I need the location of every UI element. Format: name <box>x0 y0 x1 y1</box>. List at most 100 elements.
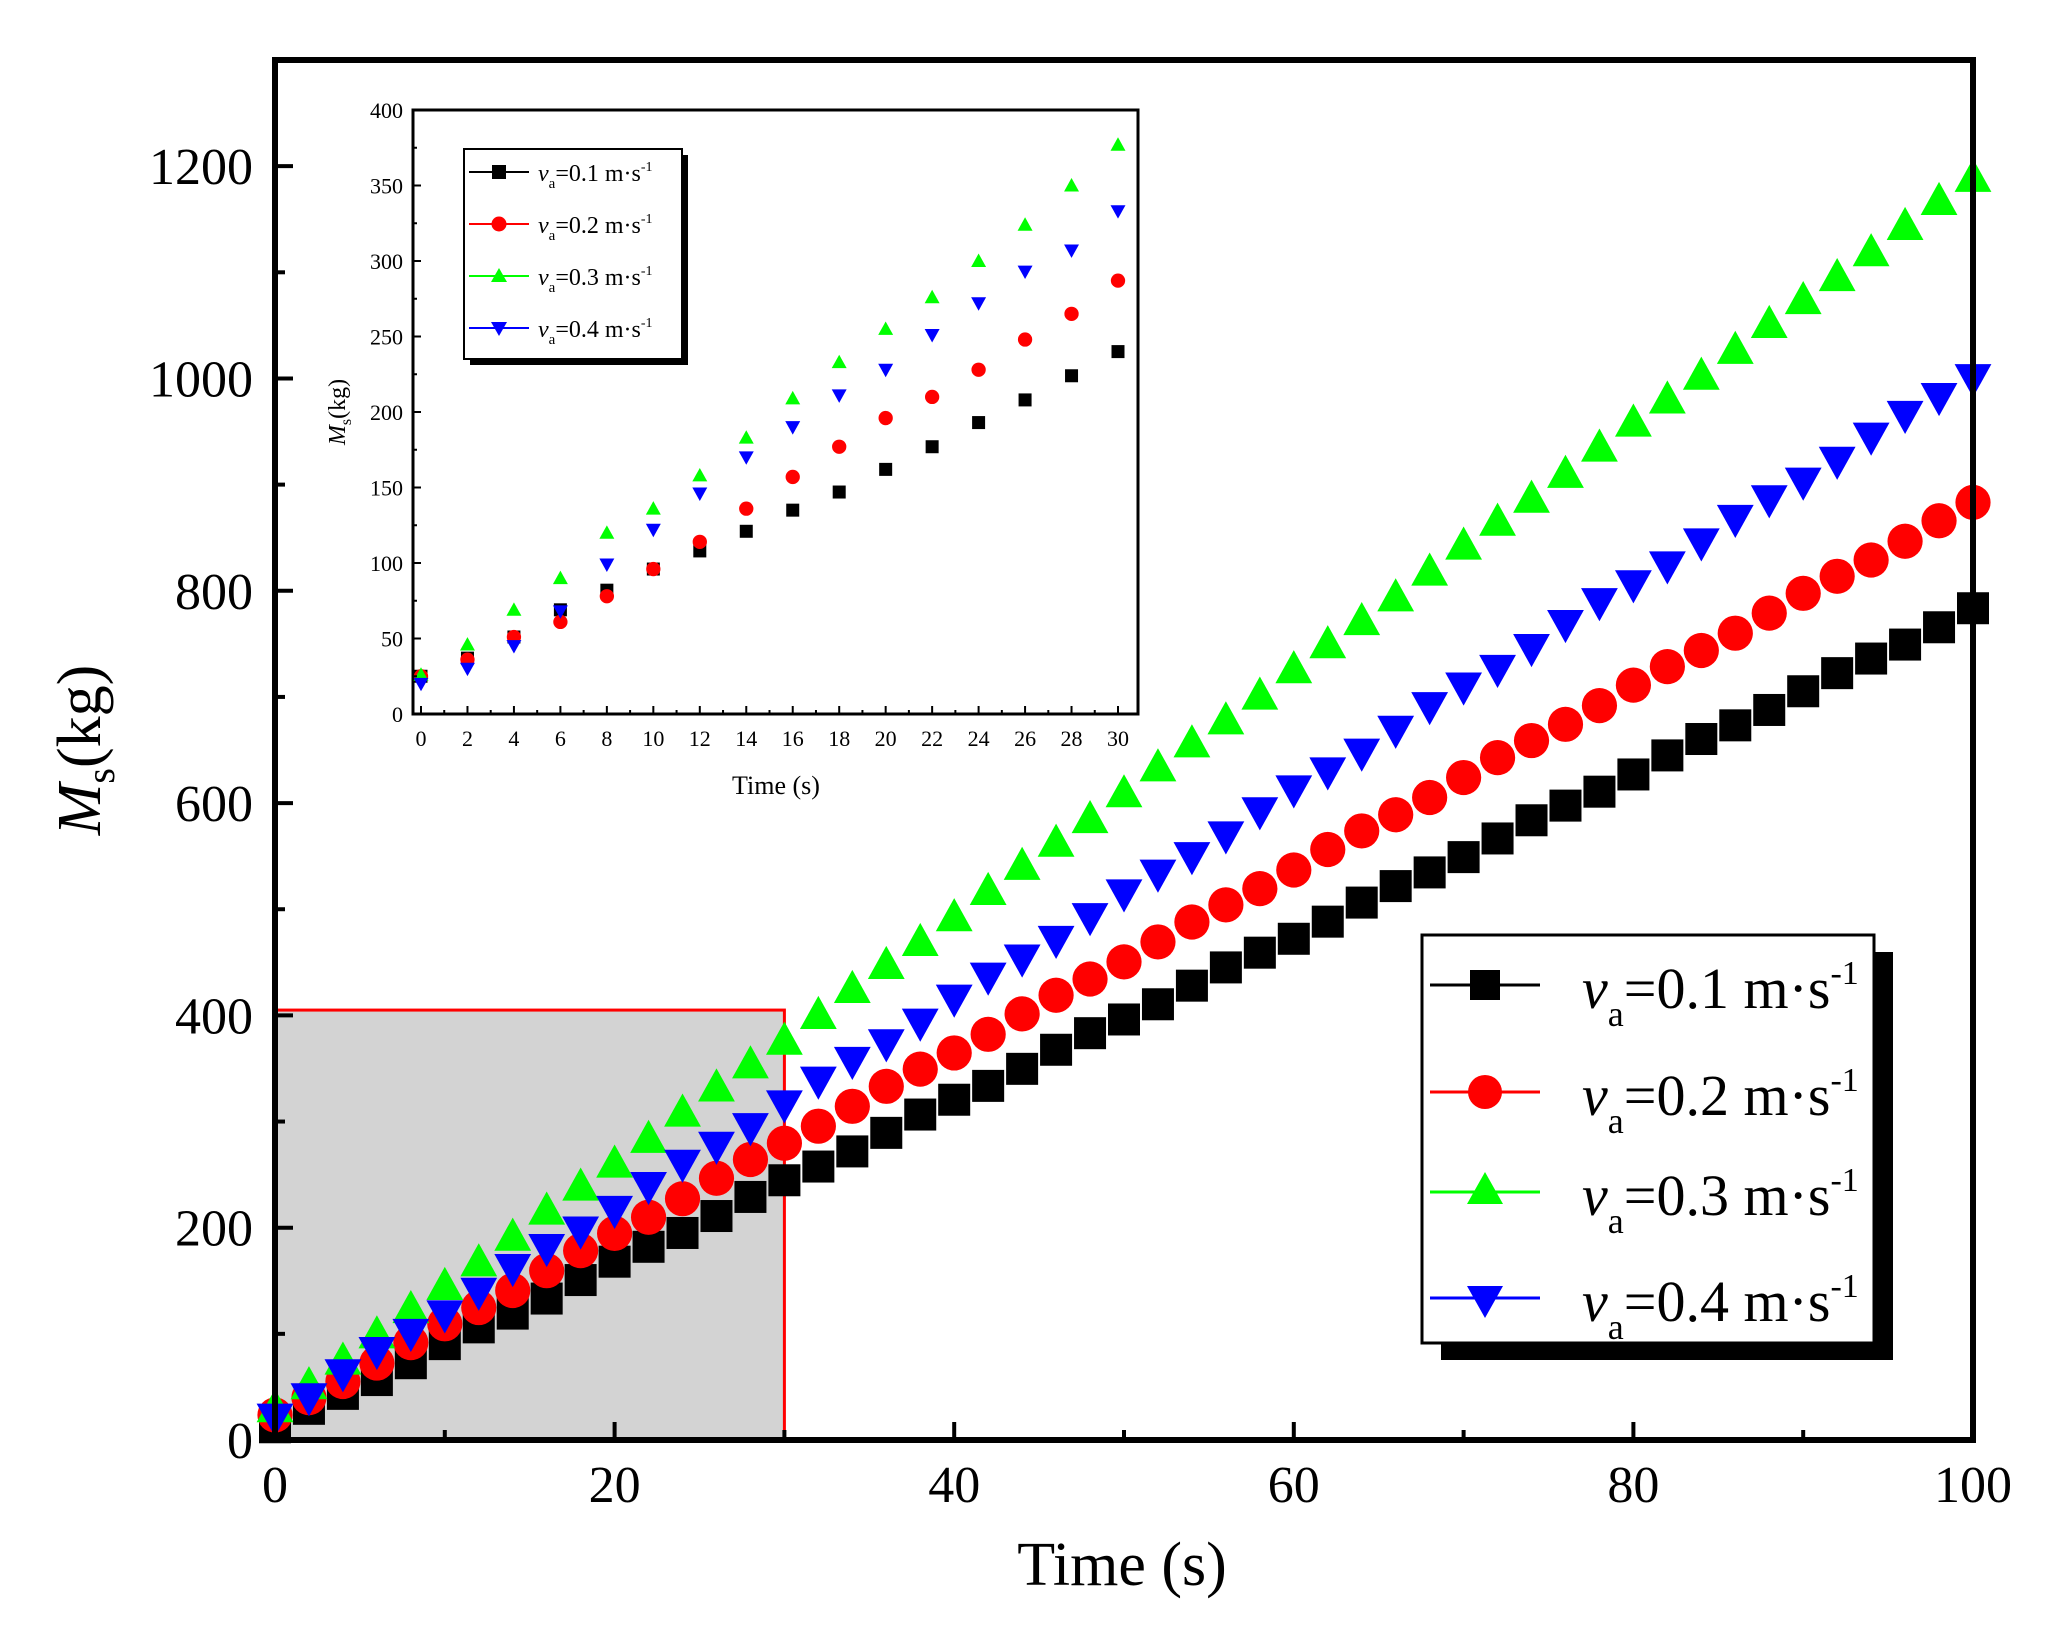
data-point <box>1040 1033 1073 1066</box>
data-point <box>552 605 568 619</box>
data-point <box>732 1045 769 1079</box>
data-point <box>800 1108 836 1144</box>
legend-subscript: a <box>1608 994 1624 1034</box>
data-point <box>1173 724 1211 758</box>
data-point <box>1887 523 1923 559</box>
data-point <box>1547 609 1584 644</box>
data-point <box>1513 634 1550 668</box>
main-y-label-unit: (kg) <box>46 665 114 768</box>
data-point <box>831 354 847 369</box>
data-point <box>698 1068 735 1102</box>
data-point <box>1479 654 1516 689</box>
data-point <box>969 871 1007 905</box>
data-point <box>833 969 871 1003</box>
y-tick-label: 350 <box>370 174 403 199</box>
data-point <box>1242 871 1278 907</box>
data-point <box>1309 757 1347 791</box>
main-x-axis-label: Time (s) <box>1017 1531 1227 1599</box>
data-point <box>1717 615 1753 651</box>
data-point <box>1413 856 1446 889</box>
data-point <box>739 524 753 538</box>
data-point <box>924 389 940 405</box>
svg-text:Ms(kg): Ms(kg) <box>325 379 355 446</box>
data-point <box>1110 273 1126 288</box>
legend-superscript: -1 <box>641 212 653 227</box>
inset-x-axis-label: Time (s) <box>732 771 820 800</box>
data-point <box>768 1164 801 1197</box>
inset-y-label-symbol: M <box>325 423 351 446</box>
data-point <box>426 1266 464 1300</box>
data-point <box>630 1171 667 1206</box>
inset-series-2 <box>413 273 1126 684</box>
data-point <box>1275 650 1313 684</box>
data-point <box>766 1090 803 1124</box>
data-point <box>766 1125 803 1161</box>
data-point <box>802 1150 835 1183</box>
inset-plot: 0 2 4 6 8 10 12 14 16 18 20 22 24 26 28 300501001502002… <box>325 98 1140 800</box>
legend-subscript: a <box>1608 1101 1624 1141</box>
data-point <box>1018 393 1032 407</box>
data-point <box>1445 672 1482 706</box>
data-point <box>1683 632 1719 669</box>
legend-marker-triangle-up <box>491 268 507 282</box>
y-tick-label: 50 <box>381 627 403 652</box>
legend-superscript: -1 <box>1830 1062 1858 1099</box>
x-tick-label: 30 <box>1107 726 1129 751</box>
data-point <box>664 1093 701 1127</box>
legend-entry-s1: va=0.1 m·s-1 <box>1430 955 1859 1034</box>
data-point <box>1784 281 1822 315</box>
data-point <box>1111 345 1125 359</box>
legend-symbol: v <box>538 213 549 239</box>
legend-symbol: v <box>1582 1063 1608 1128</box>
data-point <box>936 1035 972 1071</box>
data-point <box>867 1029 905 1063</box>
data-point <box>1889 628 1922 661</box>
svg-text:va=0.3 m·s-1: va=0.3 m·s-1 <box>538 264 653 296</box>
data-point <box>1583 775 1616 808</box>
y-tick-label: 600 <box>175 776 253 833</box>
data-point <box>1648 380 1686 414</box>
data-point <box>1141 988 1174 1021</box>
data-point <box>833 1046 871 1080</box>
data-point <box>1581 588 1618 622</box>
data-point <box>1241 797 1279 831</box>
data-point <box>785 421 801 435</box>
x-tick-label: 14 <box>735 726 757 751</box>
data-point <box>799 995 837 1029</box>
inset-axes: 0 2 4 6 8 10 12 14 16 18 20 22 24 26 28 300501001502002… <box>370 98 1129 751</box>
data-point <box>1581 428 1618 462</box>
legend-subscript: a <box>1608 1201 1624 1241</box>
data-point <box>1821 657 1854 690</box>
data-point <box>494 1253 532 1288</box>
data-point <box>599 558 615 572</box>
main-y-label-symbol: M <box>46 780 114 836</box>
svg-text:va=0.4 m·s-1: va=0.4 m·s-1 <box>538 316 653 348</box>
legend-subscript: a <box>549 280 556 296</box>
x-tick-label: 60 <box>1268 1457 1320 1514</box>
legend-symbol: v <box>1582 956 1608 1021</box>
data-point <box>1886 400 1924 435</box>
data-point <box>1006 1052 1039 1085</box>
data-point <box>495 1272 531 1309</box>
data-point <box>1345 886 1378 919</box>
data-point <box>1344 813 1380 849</box>
data-point <box>1855 642 1888 675</box>
data-point <box>1445 526 1482 560</box>
y-tick-label: 800 <box>175 564 253 621</box>
x-tick-label: 80 <box>1607 1457 1659 1514</box>
data-point <box>738 451 754 465</box>
data-point <box>664 1181 701 1217</box>
data-point <box>1446 759 1482 796</box>
data-point <box>324 1359 362 1393</box>
legend-entry-s4: va=0.4 m·s-1 <box>1430 1268 1859 1347</box>
data-point <box>1818 257 1856 292</box>
data-point <box>1716 330 1754 364</box>
svg-text:Ms(kg): Ms(kg) <box>46 665 123 837</box>
data-point <box>645 523 661 538</box>
inset-legend-entry-s1: va=0.1 m·s-1 <box>469 160 653 192</box>
x-tick-label: 0 <box>416 726 427 751</box>
data-point <box>1276 852 1312 888</box>
data-point <box>902 1051 938 1087</box>
data-point <box>1547 706 1584 742</box>
